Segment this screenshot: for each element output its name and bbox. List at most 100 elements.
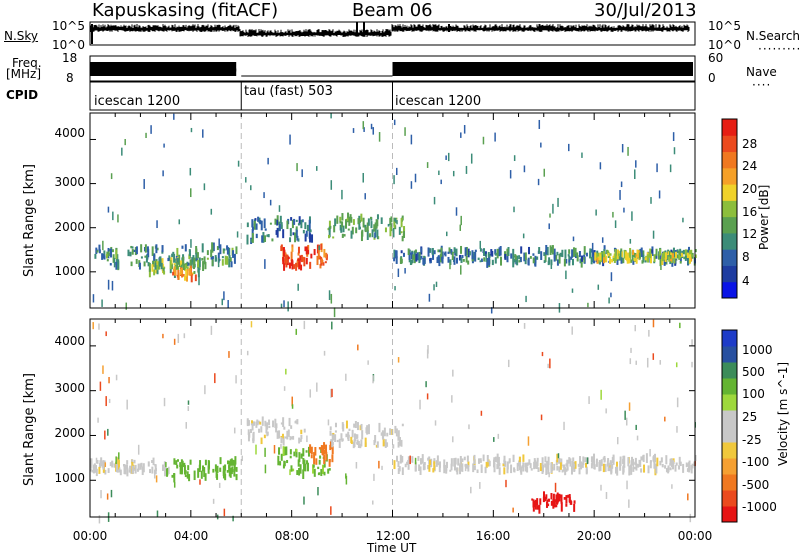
- power-noise-cell: [565, 270, 567, 280]
- power-noise-cell: [125, 302, 128, 310]
- power-echo-cell: [623, 249, 626, 259]
- power-echo-cell: [460, 257, 463, 263]
- power-echo-cell: [156, 247, 159, 251]
- velocity-echo-cell: [547, 498, 550, 502]
- nsearch-tick-top: 10^5: [708, 19, 741, 33]
- power-echo-cell: [255, 233, 258, 239]
- power-echo-cell: [307, 249, 310, 255]
- velocity-noise-cell: [99, 381, 102, 391]
- velocity-y-tick-2000: 2000: [54, 426, 85, 440]
- power-echo-cell: [182, 273, 185, 277]
- power-noise-cell: [440, 179, 442, 185]
- velocity-noise-cell: [355, 462, 358, 469]
- velocity-echo-cell: [290, 465, 293, 472]
- velocity-noise-cell: [480, 410, 483, 416]
- velocity-echo-cell: [541, 457, 544, 467]
- velocity-echo-cell: [278, 450, 281, 455]
- power-echo-cell: [669, 250, 672, 259]
- power-noise-cell: [608, 297, 610, 304]
- power-colorbar-swatch: [722, 184, 737, 201]
- power-echo-cell: [407, 248, 410, 256]
- power-echo-cell: [317, 248, 320, 259]
- velocity-echo-cell: [669, 463, 672, 466]
- velocity-echo-cell: [485, 461, 488, 469]
- power-echo-cell: [574, 256, 577, 259]
- power-echo-cell: [427, 247, 430, 257]
- velocity-echo-cell: [585, 466, 588, 475]
- power-echo-cell: [360, 213, 363, 222]
- velocity-echo-cell: [556, 453, 559, 463]
- velocity-echo-cell: [534, 501, 537, 507]
- velocity-echo-cell: [433, 458, 436, 465]
- power-echo-cell: [536, 256, 539, 260]
- power-echo-cell: [175, 258, 178, 264]
- velocity-echo-cell: [382, 438, 385, 447]
- velocity-echo-cell: [279, 461, 282, 466]
- velocity-echo-cell: [593, 453, 596, 463]
- power-colorbar-swatch: [722, 265, 737, 283]
- velocity-echo-cell: [261, 416, 264, 426]
- velocity-echo-cell: [300, 434, 303, 440]
- velocity-echo-cell: [329, 430, 332, 436]
- velocity-echo-cell: [533, 458, 536, 465]
- power-noise-cell: [150, 125, 152, 134]
- velocity-echo-cell: [310, 454, 313, 459]
- velocity-echo-cell: [406, 461, 409, 466]
- velocity-echo-cell: [665, 467, 668, 473]
- velocity-echo-cell: [519, 469, 522, 473]
- velocity-echo-cell: [656, 457, 659, 467]
- power-noise-cell: [378, 132, 381, 142]
- power-echo-cell: [390, 216, 393, 223]
- power-echo-cell: [556, 259, 559, 266]
- velocity-echo-cell: [590, 463, 593, 469]
- velocity-echo-cell: [116, 456, 119, 466]
- velocity-echo-cell: [184, 470, 187, 474]
- power-echo-cell: [210, 249, 213, 257]
- power-echo-cell: [320, 243, 323, 250]
- velocity-echo-cell: [319, 455, 322, 459]
- power-echo-cell: [284, 258, 287, 265]
- velocity-echo-cell: [302, 457, 305, 465]
- velocity-noise-cell: [246, 350, 249, 356]
- velocity-echo-cell: [443, 464, 446, 474]
- velocity-noise-cell: [527, 436, 530, 446]
- power-echo-cell: [546, 246, 549, 256]
- velocity-echo-cell: [215, 469, 218, 478]
- velocity-noise-cell: [183, 333, 186, 339]
- velocity-echo-cell: [179, 462, 182, 468]
- velocity-echo-cell: [325, 444, 328, 454]
- power-noise-cell: [113, 257, 116, 268]
- velocity-noise-cell: [173, 338, 176, 345]
- velocity-noise-cell: [187, 406, 190, 411]
- velocity-colorbar-swatch: [722, 506, 737, 523]
- power-echo-cell: [300, 254, 303, 263]
- velocity-echo-cell: [290, 436, 293, 440]
- nsearch-dotted-key: ·········: [758, 42, 800, 56]
- velocity-echo-cell: [298, 467, 301, 476]
- velocity-echo-cell: [302, 448, 305, 457]
- velocity-echo-cell: [193, 470, 196, 481]
- vel-cb-tick-neg100: -100: [742, 455, 770, 469]
- power-echo-cell: [197, 259, 200, 269]
- cpid-segment-3: icescan 1200: [395, 94, 482, 109]
- power-echo-cell: [694, 254, 697, 258]
- power-echo-cell: [319, 263, 322, 269]
- power-echo-cell: [516, 255, 519, 266]
- velocity-echo-cell: [631, 456, 634, 465]
- velocity-echo-cell: [228, 460, 231, 469]
- velocity-echo-cell: [427, 457, 430, 461]
- power-cb-tick-4: 4: [742, 274, 750, 288]
- power-echo-cell: [226, 247, 229, 255]
- power-noise-cell: [124, 138, 126, 146]
- power-echo-cell: [147, 248, 150, 258]
- power-noise-cell: [537, 178, 540, 186]
- velocity-echo-cell: [619, 456, 622, 466]
- velocity-echo-cell: [233, 469, 236, 477]
- velocity-echo-cell: [542, 491, 545, 502]
- velocity-echo-cell: [544, 496, 547, 502]
- velocity-echo-cell: [331, 434, 334, 437]
- velocity-echo-cell: [126, 467, 129, 477]
- power-echo-cell: [195, 245, 198, 255]
- velocity-echo-cell: [280, 437, 283, 444]
- power-noise-cell: [538, 119, 541, 129]
